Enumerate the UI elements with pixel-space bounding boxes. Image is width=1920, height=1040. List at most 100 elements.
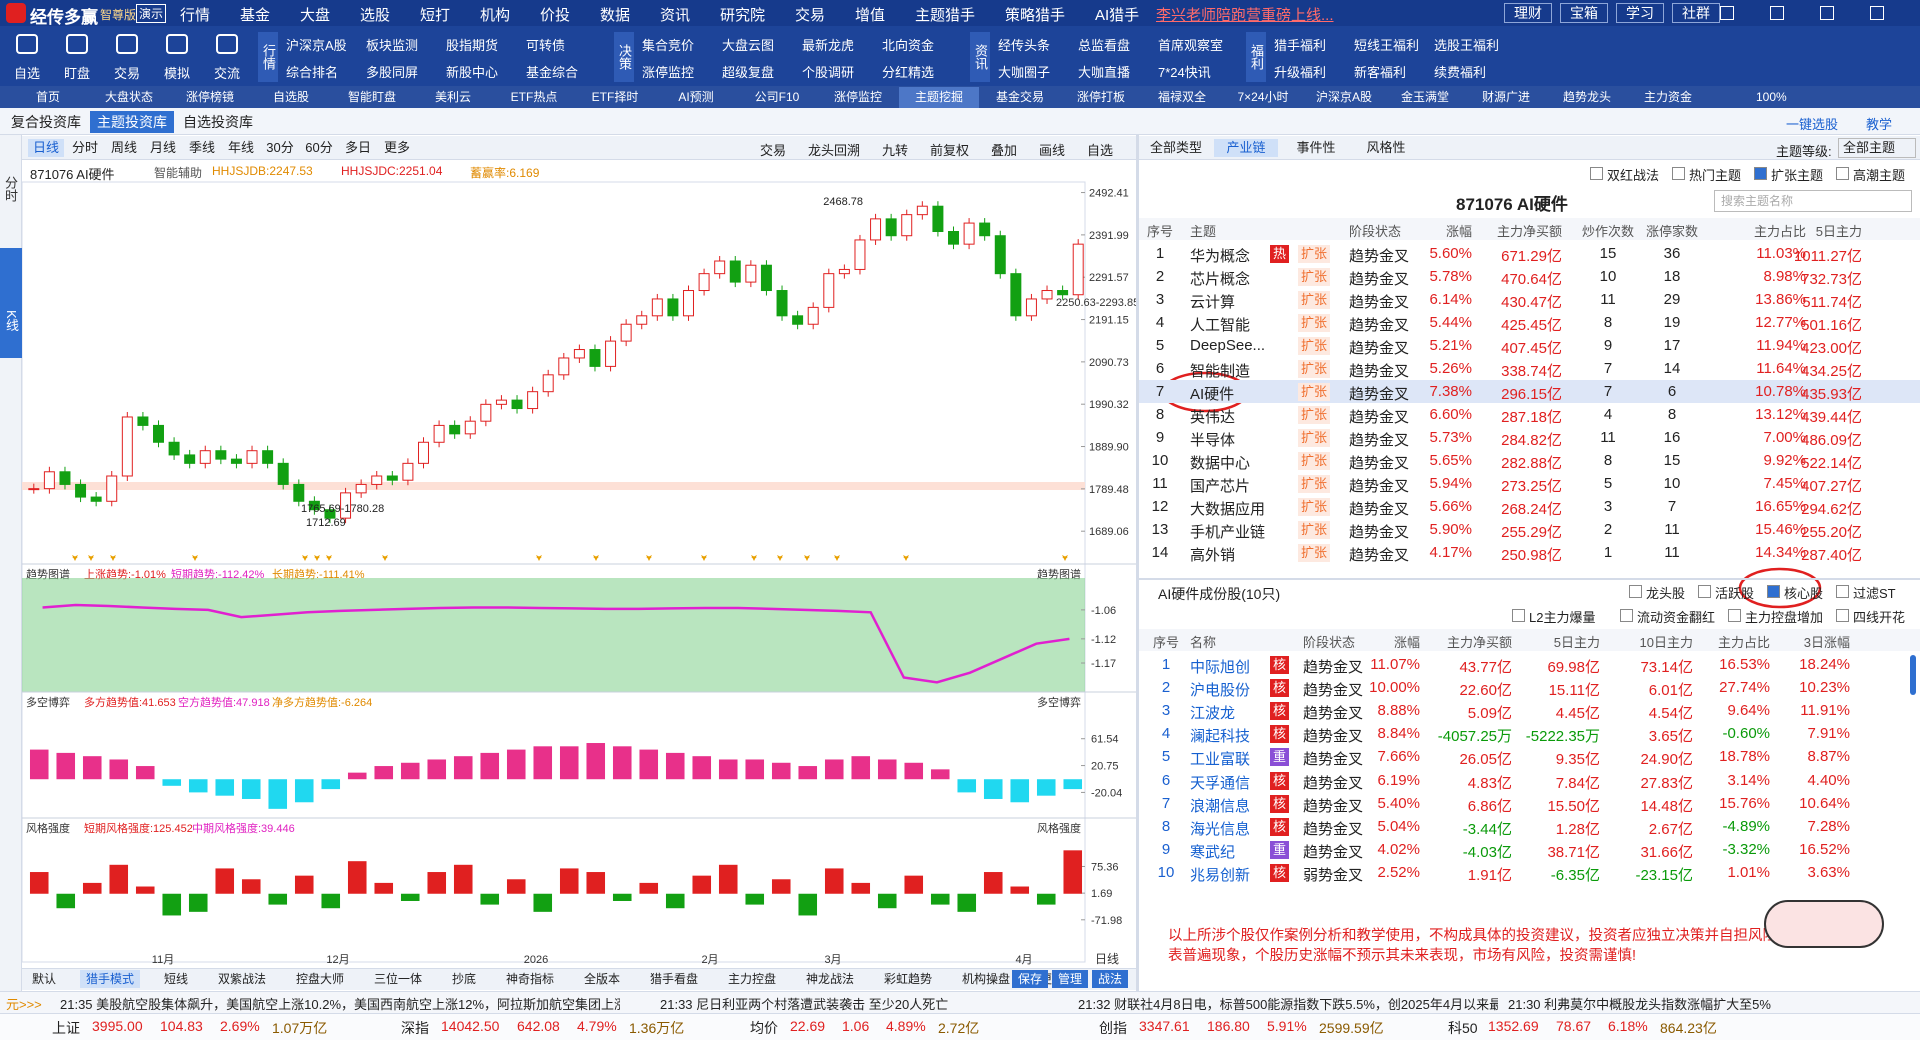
action-button[interactable]: 战法 bbox=[1092, 970, 1128, 988]
indicator-tab[interactable]: 三位一体 bbox=[374, 972, 423, 986]
tool-icon[interactable] bbox=[66, 34, 88, 54]
checkbox[interactable] bbox=[1512, 609, 1525, 622]
checkbox-label[interactable]: 热门主题 bbox=[1689, 168, 1742, 183]
period[interactable]: 月线 bbox=[149, 140, 176, 155]
window-control[interactable] bbox=[1870, 6, 1884, 20]
toolbar-link[interactable]: 沪深京A股 bbox=[286, 38, 347, 53]
menu-item[interactable]: 价投 bbox=[540, 7, 571, 24]
tool-icon[interactable] bbox=[116, 34, 138, 54]
toolbar-link[interactable]: 经传头条 bbox=[998, 38, 1051, 53]
news-item[interactable]: 21:33 尼日利亚两个村落遭武装袭击 至少20人死亡 bbox=[660, 997, 949, 1012]
action-button[interactable]: 管理 bbox=[1052, 970, 1088, 988]
top-button[interactable]: 社群 bbox=[1672, 3, 1720, 23]
tab[interactable]: 公司F10 bbox=[754, 90, 800, 104]
window-control[interactable] bbox=[1820, 6, 1834, 20]
toolbar-link[interactable]: 新股中心 bbox=[446, 65, 499, 80]
period[interactable]: 更多 bbox=[383, 140, 410, 155]
tool-button[interactable]: 交流 bbox=[213, 66, 240, 81]
toolbar-link[interactable]: 升级福利 bbox=[1274, 65, 1327, 80]
index-name[interactable]: 均价 bbox=[750, 1020, 778, 1036]
toolbar-link[interactable]: 短线王福利 bbox=[1354, 38, 1420, 53]
link[interactable]: 教学 bbox=[1866, 117, 1893, 132]
top-button[interactable]: 宝箱 bbox=[1560, 3, 1608, 23]
tab[interactable]: 沪深京A股 bbox=[1315, 90, 1372, 104]
top-button[interactable]: 学习 bbox=[1616, 3, 1664, 23]
checkbox[interactable] bbox=[1836, 167, 1849, 180]
indicator-tab[interactable]: 控盘大师 bbox=[296, 972, 345, 986]
indicator-tab[interactable]: 猎手模式 bbox=[80, 970, 141, 988]
tab[interactable]: AI预测 bbox=[678, 90, 714, 104]
tab[interactable]: 涨停榜镜 bbox=[185, 90, 234, 104]
row-selected[interactable] bbox=[1139, 380, 1920, 403]
checkbox-label[interactable]: 四线开花 bbox=[1853, 610, 1906, 625]
tab[interactable]: 金玉满堂 bbox=[1400, 90, 1449, 104]
indicator-tab[interactable]: 全版本 bbox=[584, 972, 621, 986]
checkbox[interactable] bbox=[1672, 167, 1685, 180]
tab[interactable]: 主题挖掘 bbox=[899, 87, 979, 108]
tab[interactable]: 自选股 bbox=[272, 90, 309, 104]
index-name[interactable]: 科50 bbox=[1448, 1020, 1478, 1036]
toolbar-link[interactable]: 选股王福利 bbox=[1434, 38, 1500, 53]
theme-name[interactable]: 芯片概念 bbox=[1190, 271, 1251, 288]
tab[interactable]: 趋势龙头 bbox=[1562, 90, 1611, 104]
toolbar-link[interactable]: 首席观察室 bbox=[1158, 38, 1224, 53]
tool-icon[interactable] bbox=[16, 34, 38, 54]
menu-item[interactable]: 资讯 bbox=[660, 7, 691, 24]
toolbar-link[interactable]: 续费福利 bbox=[1434, 65, 1487, 80]
toolbar-link[interactable]: 综合排名 bbox=[286, 65, 339, 80]
menu-item[interactable]: 交易 bbox=[795, 7, 826, 24]
tab[interactable]: 财源广进 bbox=[1481, 90, 1530, 104]
toolbar-link[interactable]: 涨停监控 bbox=[642, 65, 695, 80]
chart-tool[interactable]: 九转 bbox=[882, 143, 909, 158]
side-tab[interactable]: 分时 bbox=[3, 176, 18, 202]
period[interactable]: 年线 bbox=[227, 140, 254, 155]
toolbar-link[interactable]: 板块监测 bbox=[366, 38, 419, 53]
checkbox-label[interactable]: 主力控盘增加 bbox=[1745, 610, 1824, 625]
promo[interactable]: 李兴老师陪跑营重磅上线... bbox=[1156, 7, 1334, 24]
tab[interactable]: 涨停打板 bbox=[1076, 90, 1125, 104]
tool-button[interactable]: 交易 bbox=[113, 66, 140, 81]
indicator-tab[interactable]: 主力控盘 bbox=[728, 972, 777, 986]
chart-tool[interactable]: 交易 bbox=[760, 143, 787, 158]
toolbar-link[interactable]: 分红精选 bbox=[882, 65, 935, 80]
toolbar-link[interactable]: 基金综合 bbox=[526, 65, 579, 80]
theme-name[interactable]: 半导体 bbox=[1190, 432, 1236, 449]
theme-name[interactable]: 国产芯片 bbox=[1190, 478, 1251, 495]
toolbar-link[interactable]: 股指期货 bbox=[446, 38, 499, 53]
index-name[interactable]: 创指 bbox=[1099, 1020, 1127, 1036]
checkbox-label[interactable]: 流动资金翻红 bbox=[1637, 610, 1716, 625]
toolbar-link[interactable]: 最新龙虎 bbox=[802, 38, 855, 53]
tab[interactable]: 美利云 bbox=[434, 90, 471, 104]
stock-name[interactable]: 沪电股份 bbox=[1190, 682, 1251, 700]
toolbar-link[interactable]: 大咖直播 bbox=[1078, 65, 1131, 80]
tab[interactable]: 主力资金 bbox=[1643, 90, 1692, 104]
index-name[interactable]: 深指 bbox=[401, 1020, 429, 1036]
menu-item[interactable]: AI猎手 bbox=[1095, 7, 1140, 24]
theme-name[interactable]: DeepSee... bbox=[1190, 337, 1266, 354]
period[interactable]: 分时 bbox=[71, 140, 98, 155]
checkbox[interactable] bbox=[1836, 585, 1849, 598]
chart-tool[interactable]: 画线 bbox=[1039, 143, 1066, 158]
indicator-tab[interactable]: 默认 bbox=[32, 972, 57, 986]
theme-name[interactable]: 人工智能 bbox=[1190, 317, 1251, 334]
theme-name[interactable]: 数据中心 bbox=[1190, 455, 1251, 472]
tab[interactable]: 7×24小时 bbox=[1237, 90, 1289, 104]
period[interactable]: 季线 bbox=[188, 140, 215, 155]
menu-item[interactable]: 机构 bbox=[480, 7, 511, 24]
tab[interactable]: 基金交易 bbox=[995, 90, 1044, 104]
menu-item[interactable]: 行情 bbox=[180, 7, 211, 24]
subtab[interactable]: 自选投资库 bbox=[183, 114, 253, 130]
menu-item[interactable]: 选股 bbox=[360, 7, 391, 24]
toolbar-link[interactable]: 可转债 bbox=[526, 38, 566, 53]
checkbox-label[interactable]: 核心股 bbox=[1784, 586, 1824, 601]
stock-name[interactable]: 兆易创新 bbox=[1190, 866, 1251, 884]
theme-name[interactable]: 云计算 bbox=[1190, 294, 1236, 311]
chart-tool[interactable]: 叠加 bbox=[991, 143, 1018, 158]
theme-name[interactable]: 大数据应用 bbox=[1190, 501, 1266, 518]
theme-name[interactable]: 手机产业链 bbox=[1190, 524, 1266, 541]
stock-name[interactable]: 中际旭创 bbox=[1190, 659, 1251, 676]
toolbar-link[interactable]: 集合竞价 bbox=[642, 38, 695, 53]
theme-tab[interactable]: 事件性 bbox=[1296, 140, 1336, 155]
tab[interactable]: ETF热点 bbox=[510, 90, 558, 104]
checkbox-label[interactable]: L2主力爆量 bbox=[1529, 610, 1596, 625]
